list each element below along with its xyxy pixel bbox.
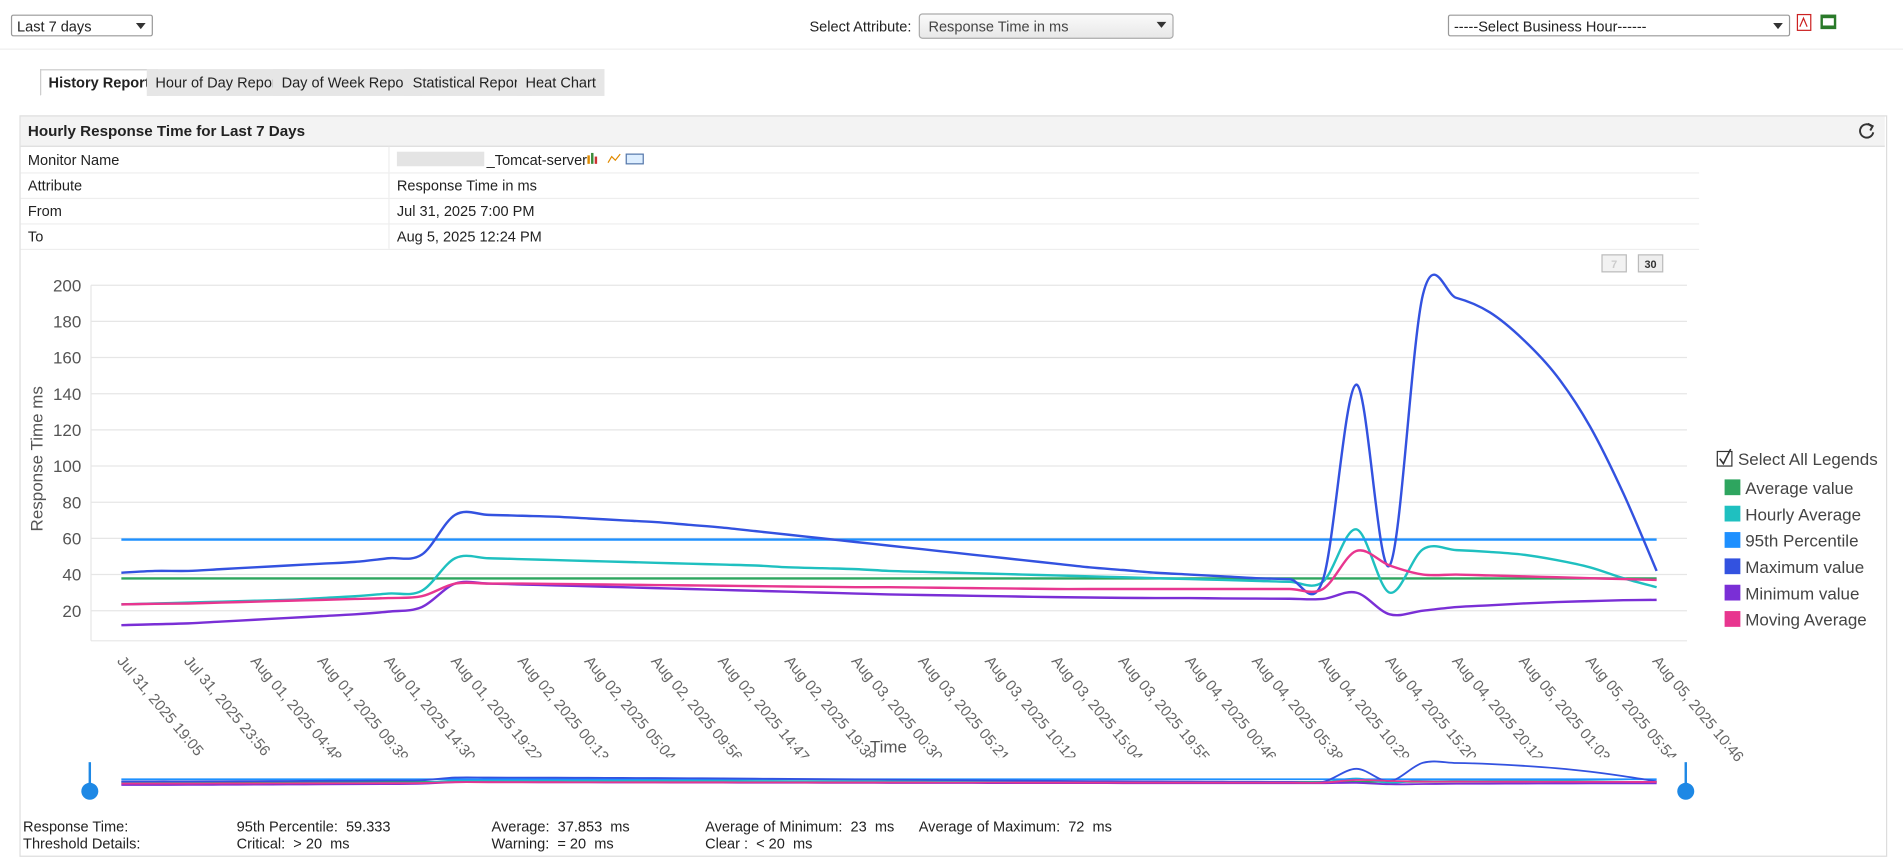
- summary-item: Average of Minimum: 23 ms: [705, 818, 895, 835]
- series-line: [121, 528, 1657, 606]
- info-value: Aug 5, 2025 12:24 PM: [396, 228, 542, 246]
- cell-divider: [388, 223, 390, 249]
- cell-divider: [388, 146, 390, 173]
- info-value: _Tomcat-server: [486, 151, 588, 169]
- info-key: To: [27, 228, 44, 246]
- report-panel: [19, 115, 1888, 857]
- icon-bar: [587, 155, 590, 164]
- redacted-name: [396, 151, 485, 167]
- refresh-icon[interactable]: [1857, 121, 1876, 140]
- series-line: [121, 549, 1657, 606]
- summary-item: 95th Percentile: 59.333: [236, 818, 391, 835]
- summary-item: Average: 37.853 ms: [491, 818, 630, 835]
- zoom-button-label[interactable]: 30: [1644, 259, 1656, 271]
- icon-line: [607, 153, 621, 163]
- navigator-handle[interactable]: [1677, 782, 1695, 800]
- csv-glyph: [1822, 18, 1834, 26]
- legend-label[interactable]: Maximum value: [1745, 558, 1864, 577]
- y-tick-label: 100: [53, 457, 81, 476]
- summary-item: Critical: > 20 ms: [236, 834, 350, 852]
- zoom-button[interactable]: [1637, 254, 1664, 273]
- legend-swatch[interactable]: [1724, 479, 1741, 496]
- y-tick-label: 180: [53, 312, 81, 331]
- summary-label: Threshold Details:: [23, 834, 141, 852]
- tab[interactable]: Statistical Report: [404, 69, 532, 96]
- icon-bar: [591, 152, 594, 164]
- refresh-arc: [1859, 123, 1875, 139]
- info-value: Jul 31, 2025 7:00 PM: [396, 202, 535, 220]
- summary-item: Clear : < 20 ms: [705, 834, 813, 852]
- summary-item: Warning: = 20 ms: [491, 834, 614, 852]
- export-icons[interactable]: [1796, 13, 1840, 32]
- legend-select-all-checkbox[interactable]: [1716, 450, 1733, 467]
- y-tick-label: 80: [62, 493, 81, 512]
- legend-swatch[interactable]: [1724, 584, 1741, 601]
- info-row: To Aug 5, 2025 12:24 PM: [20, 223, 1700, 251]
- info-row: Attribute Response Time in ms: [20, 172, 1700, 200]
- info-value: Response Time in ms: [396, 177, 537, 195]
- navigator-handle[interactable]: [81, 782, 99, 800]
- panel-header: [20, 116, 1885, 147]
- info-row: From Jul 31, 2025 7:00 PM: [20, 197, 1700, 225]
- y-tick-label: 120: [53, 421, 81, 440]
- y-tick-label: 200: [53, 276, 81, 295]
- y-tick-label: 40: [62, 566, 81, 585]
- legend-checkmark: [1719, 448, 1732, 466]
- legend-swatch[interactable]: [1724, 505, 1741, 522]
- y-tick-label: 60: [62, 529, 81, 548]
- business-hour-select[interactable]: -----Select Business Hour------: [1447, 14, 1791, 37]
- legend-label[interactable]: Minimum value: [1745, 584, 1859, 603]
- legend-swatch[interactable]: [1724, 532, 1741, 548]
- monitor-icons[interactable]: [586, 152, 647, 167]
- series-line: [121, 273, 1658, 596]
- pdf-glyph: [1799, 16, 1808, 27]
- legend-swatch[interactable]: [1724, 611, 1741, 627]
- y-tick-label: 20: [62, 602, 81, 621]
- attribute-select[interactable]: Response Time in ms: [918, 13, 1174, 39]
- x-axis-title: Time: [870, 737, 907, 756]
- legend-select-all[interactable]: Select All Legends: [1738, 450, 1878, 469]
- navigator-line: [121, 779, 1657, 785]
- cell-divider: [388, 172, 390, 198]
- icon-bar: [594, 156, 598, 164]
- y-tick-label: 160: [53, 349, 81, 368]
- tab[interactable]: Heat Chart: [517, 69, 605, 96]
- summary-item: Average of Maximum: 72 ms: [918, 818, 1112, 835]
- cell-divider: [388, 197, 390, 224]
- info-key: From: [27, 202, 62, 220]
- report-title: Hourly Response Time for Last 7 Days: [27, 122, 306, 140]
- legend-label[interactable]: 95th Percentile: [1745, 532, 1858, 551]
- tab[interactable]: Day of Week Report: [273, 69, 421, 96]
- tab[interactable]: History Report: [40, 69, 159, 96]
- legend-label[interactable]: Hourly Average: [1745, 505, 1861, 524]
- y-axis-title: Response Time ms: [27, 386, 46, 531]
- icon-table: [625, 153, 644, 165]
- toolbar: [0, 0, 1903, 50]
- zoom-button[interactable]: [1601, 254, 1627, 273]
- info-key: Attribute: [27, 177, 83, 195]
- series-line: [121, 580, 1657, 627]
- attribute-label: Select Attribute:: [809, 18, 912, 36]
- summary-label: Response Time:: [23, 818, 129, 835]
- tab[interactable]: Hour of Day Report: [146, 69, 290, 96]
- zoom-button-label[interactable]: 7: [1611, 259, 1617, 271]
- info-row: Monitor Name _Tomcat-server: [20, 146, 1700, 174]
- y-tick-label: 140: [53, 385, 81, 404]
- period-select[interactable]: Last 7 days: [10, 14, 153, 37]
- navigator-line: [121, 760, 1657, 784]
- info-key: Monitor Name: [27, 151, 120, 169]
- legend-swatch[interactable]: [1724, 558, 1741, 575]
- legend-label[interactable]: Moving Average: [1745, 611, 1867, 630]
- legend-label[interactable]: Average value: [1745, 479, 1853, 498]
- refresh-arrow: [1867, 122, 1875, 131]
